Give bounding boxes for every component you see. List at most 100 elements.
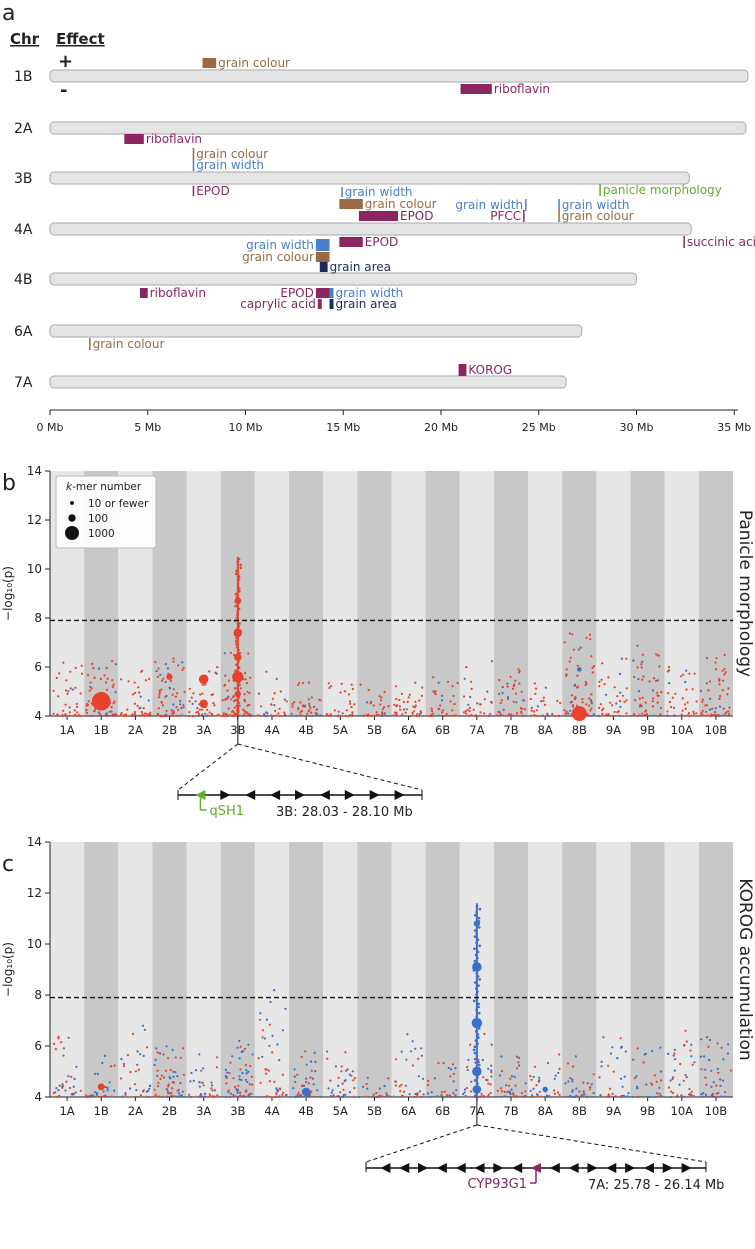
data-point (172, 711, 176, 715)
gene-arrow (681, 1163, 692, 1173)
data-point (68, 711, 71, 714)
data-point (225, 1076, 228, 1079)
data-point (200, 1069, 203, 1072)
legend-marker (70, 501, 74, 505)
peak-point (478, 1063, 481, 1067)
peak-point (473, 959, 477, 963)
data-point (387, 705, 390, 708)
data-point (244, 1063, 247, 1067)
data-point (688, 672, 691, 675)
data-point (500, 1055, 503, 1058)
data-point (590, 707, 593, 710)
data-point (676, 1094, 679, 1097)
data-point (520, 1092, 524, 1095)
data-point (580, 1094, 583, 1097)
chromosome-label: 7A (14, 375, 33, 391)
data-point (211, 693, 215, 696)
data-point (176, 692, 179, 695)
data-point (529, 1089, 532, 1092)
data-point (386, 1094, 389, 1097)
data-point (339, 691, 342, 694)
data-point (213, 704, 216, 707)
peak-point (473, 981, 477, 984)
chromosome-bar (49, 69, 749, 83)
data-point (284, 1007, 287, 1010)
data-point (669, 1095, 673, 1099)
data-point (238, 714, 241, 717)
data-point (637, 1095, 640, 1099)
data-point (92, 667, 95, 670)
data-point (231, 1055, 234, 1058)
chromosome-bar (49, 171, 690, 185)
data-point (171, 1081, 174, 1084)
data-point (347, 714, 350, 718)
data-point (162, 1076, 166, 1079)
data-point (724, 1095, 727, 1098)
large-point (166, 673, 173, 680)
data-point (113, 1064, 116, 1067)
data-point (64, 713, 67, 716)
x-tick-label: 4A (264, 1104, 279, 1118)
data-point (238, 1078, 241, 1081)
data-point (301, 681, 305, 685)
data-point (313, 1095, 317, 1098)
data-point (300, 709, 303, 713)
data-point (623, 700, 626, 704)
data-point (179, 700, 182, 703)
data-point (245, 1095, 248, 1098)
data-point (88, 689, 91, 692)
data-point (248, 703, 251, 707)
data-point (274, 709, 277, 713)
data-point (437, 707, 440, 710)
gene-name: CYP93G1 (467, 1177, 527, 1192)
data-point (246, 1080, 249, 1084)
data-point (627, 1092, 630, 1095)
data-point (496, 714, 499, 717)
qtl-label: grain width (455, 198, 523, 212)
data-point (328, 686, 331, 690)
data-point (402, 1095, 405, 1098)
chromosome-band (391, 842, 426, 1097)
data-point (724, 712, 727, 715)
data-point (224, 674, 227, 677)
data-point (540, 700, 543, 703)
data-point (247, 1070, 250, 1073)
x-tick-label: 0 Mb (37, 421, 64, 434)
data-point (716, 1095, 719, 1099)
data-point (670, 1090, 673, 1093)
data-point (367, 688, 370, 692)
data-point (202, 1067, 205, 1070)
data-point (279, 1088, 282, 1091)
gene-arrow (394, 790, 405, 800)
data-point (728, 713, 731, 716)
data-point (178, 1092, 181, 1095)
data-point (621, 1085, 624, 1088)
large-point (471, 1017, 483, 1029)
data-point (279, 714, 282, 718)
data-point (210, 1087, 213, 1090)
data-point (723, 673, 726, 676)
data-point (167, 1057, 170, 1060)
data-point (727, 1043, 730, 1046)
data-point (293, 1075, 296, 1078)
data-point (465, 1086, 469, 1090)
data-point (125, 714, 128, 718)
data-point (351, 713, 354, 716)
data-point (529, 697, 532, 701)
data-point (618, 714, 621, 718)
chromosome-band (698, 842, 733, 1097)
data-point (109, 1065, 113, 1068)
data-point (245, 1069, 248, 1072)
data-point (602, 714, 605, 717)
data-point (586, 713, 589, 716)
data-point (200, 1095, 203, 1099)
data-point (251, 1053, 254, 1056)
data-point (87, 700, 90, 703)
data-point (705, 1036, 709, 1039)
data-point (319, 1095, 322, 1098)
data-point (588, 633, 592, 636)
data-point (713, 711, 717, 714)
data-point (509, 675, 512, 678)
data-point (177, 664, 180, 667)
peak-point (473, 935, 477, 938)
